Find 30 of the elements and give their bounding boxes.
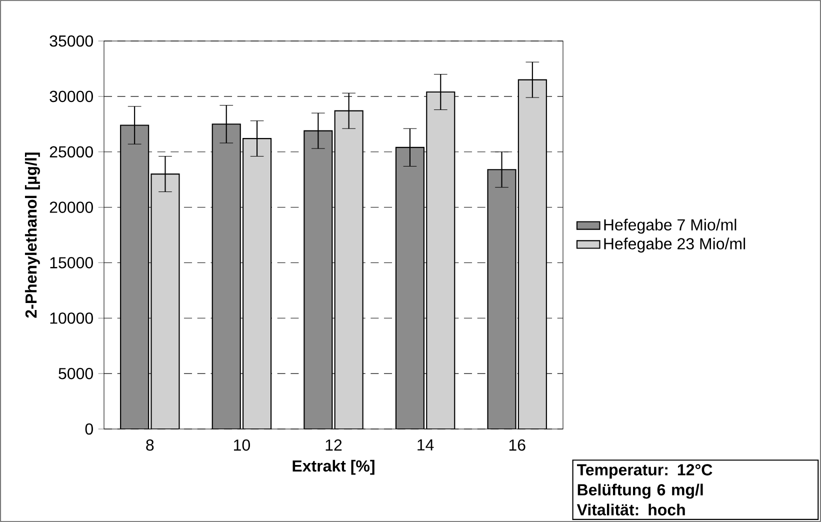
y-tick-label: 20000 (50, 202, 93, 213)
bar (487, 169, 516, 429)
y-tick-label: 35000 (50, 35, 93, 47)
bar (120, 124, 150, 429)
bar (395, 146, 425, 429)
x-tick-label: 10 (234, 439, 250, 451)
legend-label: Hefegabe 7 Mio/ml (604, 218, 736, 234)
x-tick-label: 12 (326, 439, 342, 451)
y-tick-label: 15000 (50, 257, 93, 268)
bar (426, 91, 456, 429)
x-tick-label: 14 (418, 439, 434, 450)
y-axis-title: 2-Phenylethanol [µg/l] (24, 152, 40, 318)
bar (150, 173, 180, 429)
bar (334, 110, 364, 429)
bar (518, 79, 547, 429)
y-tick-label: 30000 (50, 90, 93, 102)
bar (242, 138, 272, 429)
text: Belüftung 6 mg/l (578, 484, 703, 499)
x-tick-label: 8 (146, 439, 154, 451)
bar (212, 124, 241, 429)
y-tick-label: 5000 (58, 368, 93, 380)
legend-label: Hefegabe 23 Mio/ml (604, 238, 746, 253)
y-tick-label: 25000 (50, 146, 93, 158)
text: Vitalität: hoch (576, 504, 685, 516)
text: Temperatur: 12°C (576, 464, 712, 479)
x-axis-title: Extrakt [%] (292, 460, 374, 475)
x-tick-label: 16 (509, 439, 526, 451)
y-tick-label: 10000 (50, 312, 93, 324)
bar (304, 130, 333, 429)
y-tick-label: 0 (85, 423, 93, 435)
